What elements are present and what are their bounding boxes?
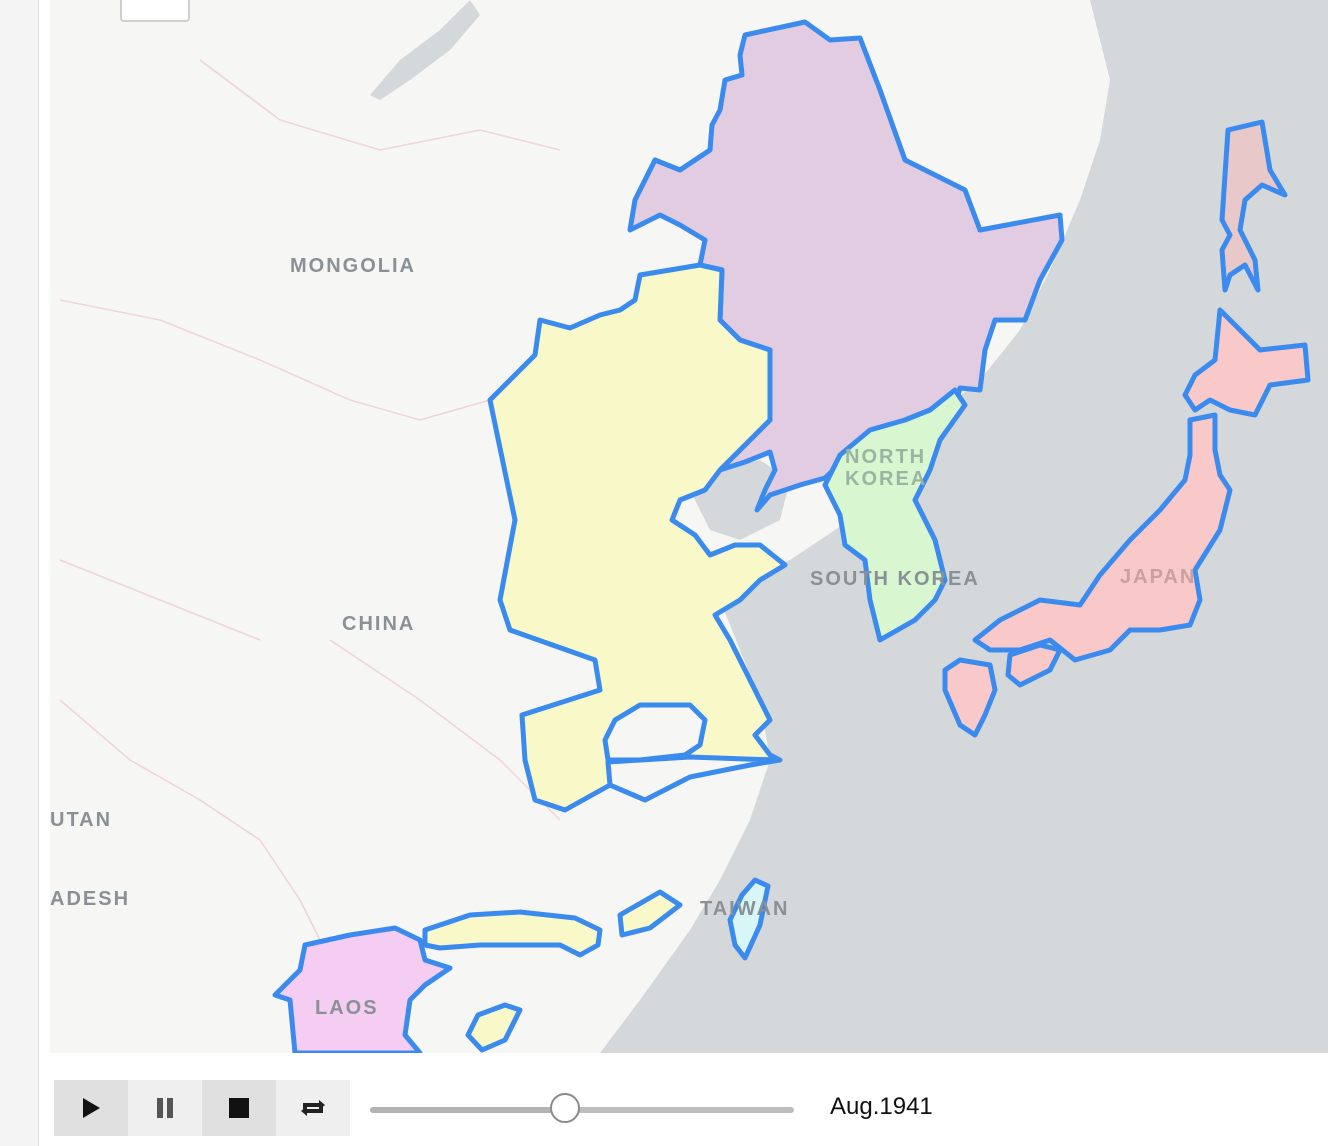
label-taiwan: TAIWAN bbox=[700, 898, 789, 920]
label-north-korea-2: KOREA bbox=[845, 468, 927, 490]
pause-icon bbox=[157, 1098, 173, 1118]
stop-icon bbox=[229, 1098, 249, 1118]
stop-button[interactable] bbox=[202, 1080, 276, 1136]
label-bhutan-partial: UTAN bbox=[50, 809, 112, 831]
region-taiwan[interactable] bbox=[727, 877, 771, 961]
region-japan-karafuto[interactable] bbox=[1219, 119, 1288, 293]
label-china: CHINA bbox=[342, 613, 415, 635]
timeline-slider-fill bbox=[370, 1107, 566, 1113]
map-canvas[interactable]: MONGOLIA CHINA NORTH KOREA SOUTH KOREA J… bbox=[50, 0, 1328, 1053]
region-indochina[interactable] bbox=[272, 925, 453, 1053]
region-korea[interactable] bbox=[822, 387, 968, 643]
timeline-controls: Aug.1941 bbox=[50, 1053, 1328, 1146]
play-icon bbox=[83, 1098, 100, 1118]
playback-button-group bbox=[54, 1080, 350, 1136]
region-fujian-island[interactable] bbox=[617, 889, 683, 938]
region-occupied-china[interactable] bbox=[487, 262, 788, 813]
map-view[interactable]: MONGOLIA CHINA NORTH KOREA SOUTH KOREA J… bbox=[50, 0, 1328, 1053]
border-lines bbox=[59, 59, 561, 961]
label-south-korea: SOUTH KOREA bbox=[810, 568, 980, 590]
region-hainan[interactable] bbox=[465, 1002, 523, 1053]
sea-water bbox=[600, 0, 1328, 1053]
label-laos: LAOS bbox=[315, 997, 379, 1019]
current-date-label: Aug.1941 bbox=[830, 1093, 933, 1120]
label-bangladesh-partial: ADESH bbox=[50, 888, 130, 910]
region-japan-kyushu[interactable] bbox=[942, 657, 998, 738]
left-gutter bbox=[0, 0, 39, 1146]
region-guangdong-strip[interactable] bbox=[422, 909, 603, 958]
label-north-korea-1: NORTH bbox=[845, 446, 926, 468]
loop-button[interactable] bbox=[276, 1080, 350, 1136]
region-japan-shikoku[interactable] bbox=[1005, 642, 1063, 688]
zoom-control-partial[interactable] bbox=[120, 0, 190, 22]
play-button[interactable] bbox=[54, 1080, 128, 1136]
region-coastal-strip[interactable] bbox=[605, 754, 778, 803]
label-mongolia: MONGOLIA bbox=[290, 255, 416, 277]
region-japan-hokkaido[interactable] bbox=[1182, 307, 1311, 418]
timeline-slider-thumb[interactable] bbox=[550, 1093, 581, 1123]
lake-baikal bbox=[370, 0, 480, 100]
region-shanghai-loop[interactable] bbox=[602, 702, 708, 763]
pause-button[interactable] bbox=[128, 1080, 202, 1136]
timeline-slider[interactable] bbox=[370, 1093, 794, 1123]
loop-icon bbox=[301, 1100, 325, 1116]
label-japan: JAPAN bbox=[1120, 566, 1196, 588]
